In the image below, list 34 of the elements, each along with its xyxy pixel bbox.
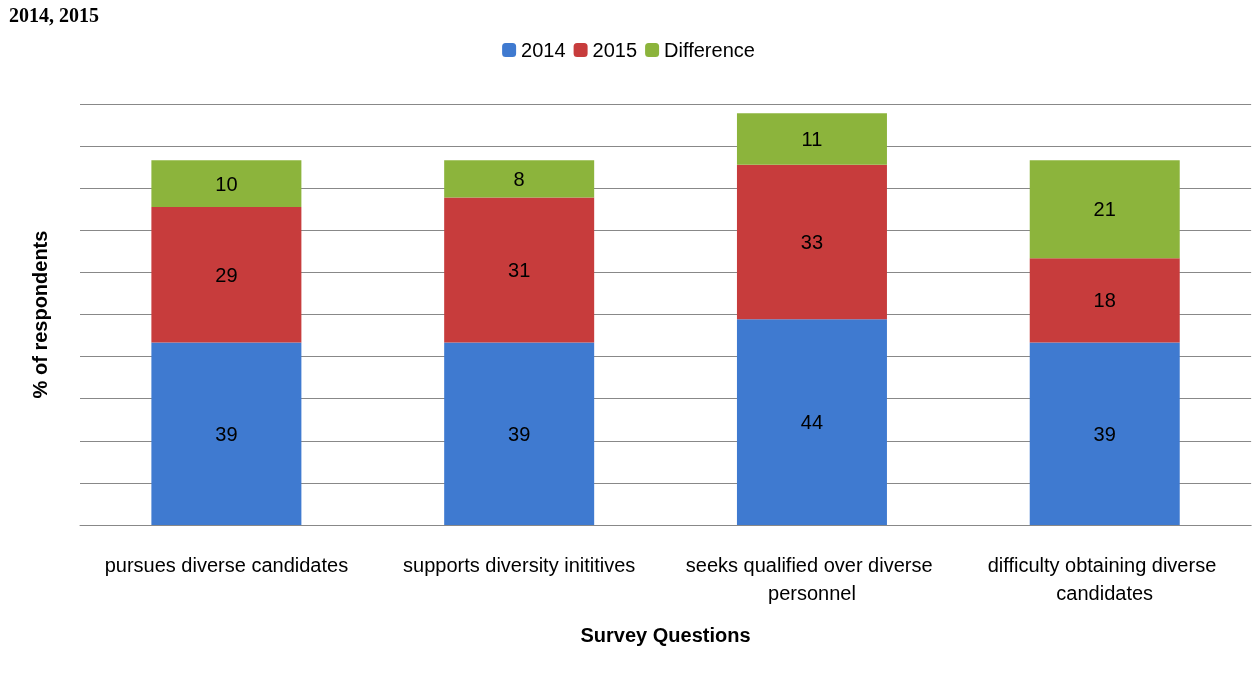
data-label: 39 xyxy=(1093,422,1116,445)
bar xyxy=(151,206,302,343)
chart-title: 2014, 2015 xyxy=(9,4,99,26)
x-tick-label: difficulty obtaining diverse candidates xyxy=(987,554,1222,604)
bar xyxy=(151,160,302,207)
legend-label: 2015 xyxy=(592,39,638,61)
data-label: 11 xyxy=(801,128,823,151)
bar xyxy=(736,113,887,165)
data-label: 10 xyxy=(215,172,238,195)
data-label: 31 xyxy=(508,259,531,282)
x-tick-label: seeks qualified over diverse personnel xyxy=(685,554,939,604)
data-label: 18 xyxy=(1093,289,1116,312)
bar xyxy=(1029,342,1180,525)
bar xyxy=(736,164,887,320)
data-label: 33 xyxy=(800,230,824,253)
x-tick-label: pursues diverse candidates xyxy=(104,554,349,576)
x-axis-title: Survey Questions xyxy=(580,624,751,646)
data-label: 21 xyxy=(1093,198,1116,221)
bar xyxy=(444,197,595,343)
data-label: 29 xyxy=(215,263,238,286)
bar xyxy=(444,342,595,525)
bar xyxy=(151,342,302,525)
data-label: 39 xyxy=(215,422,238,445)
bar xyxy=(736,319,887,525)
legend-label: Difference xyxy=(664,39,755,61)
data-label: 44 xyxy=(800,411,824,434)
data-label: 8 xyxy=(513,167,525,190)
data-label: 39 xyxy=(508,422,531,445)
bar xyxy=(1029,258,1180,343)
bar xyxy=(1029,160,1180,259)
y-axis-title: % of respondents xyxy=(29,230,51,399)
legend-label: 2014 xyxy=(521,39,566,61)
bar xyxy=(444,160,595,198)
x-tick-label: supports diversity inititives xyxy=(403,554,636,576)
